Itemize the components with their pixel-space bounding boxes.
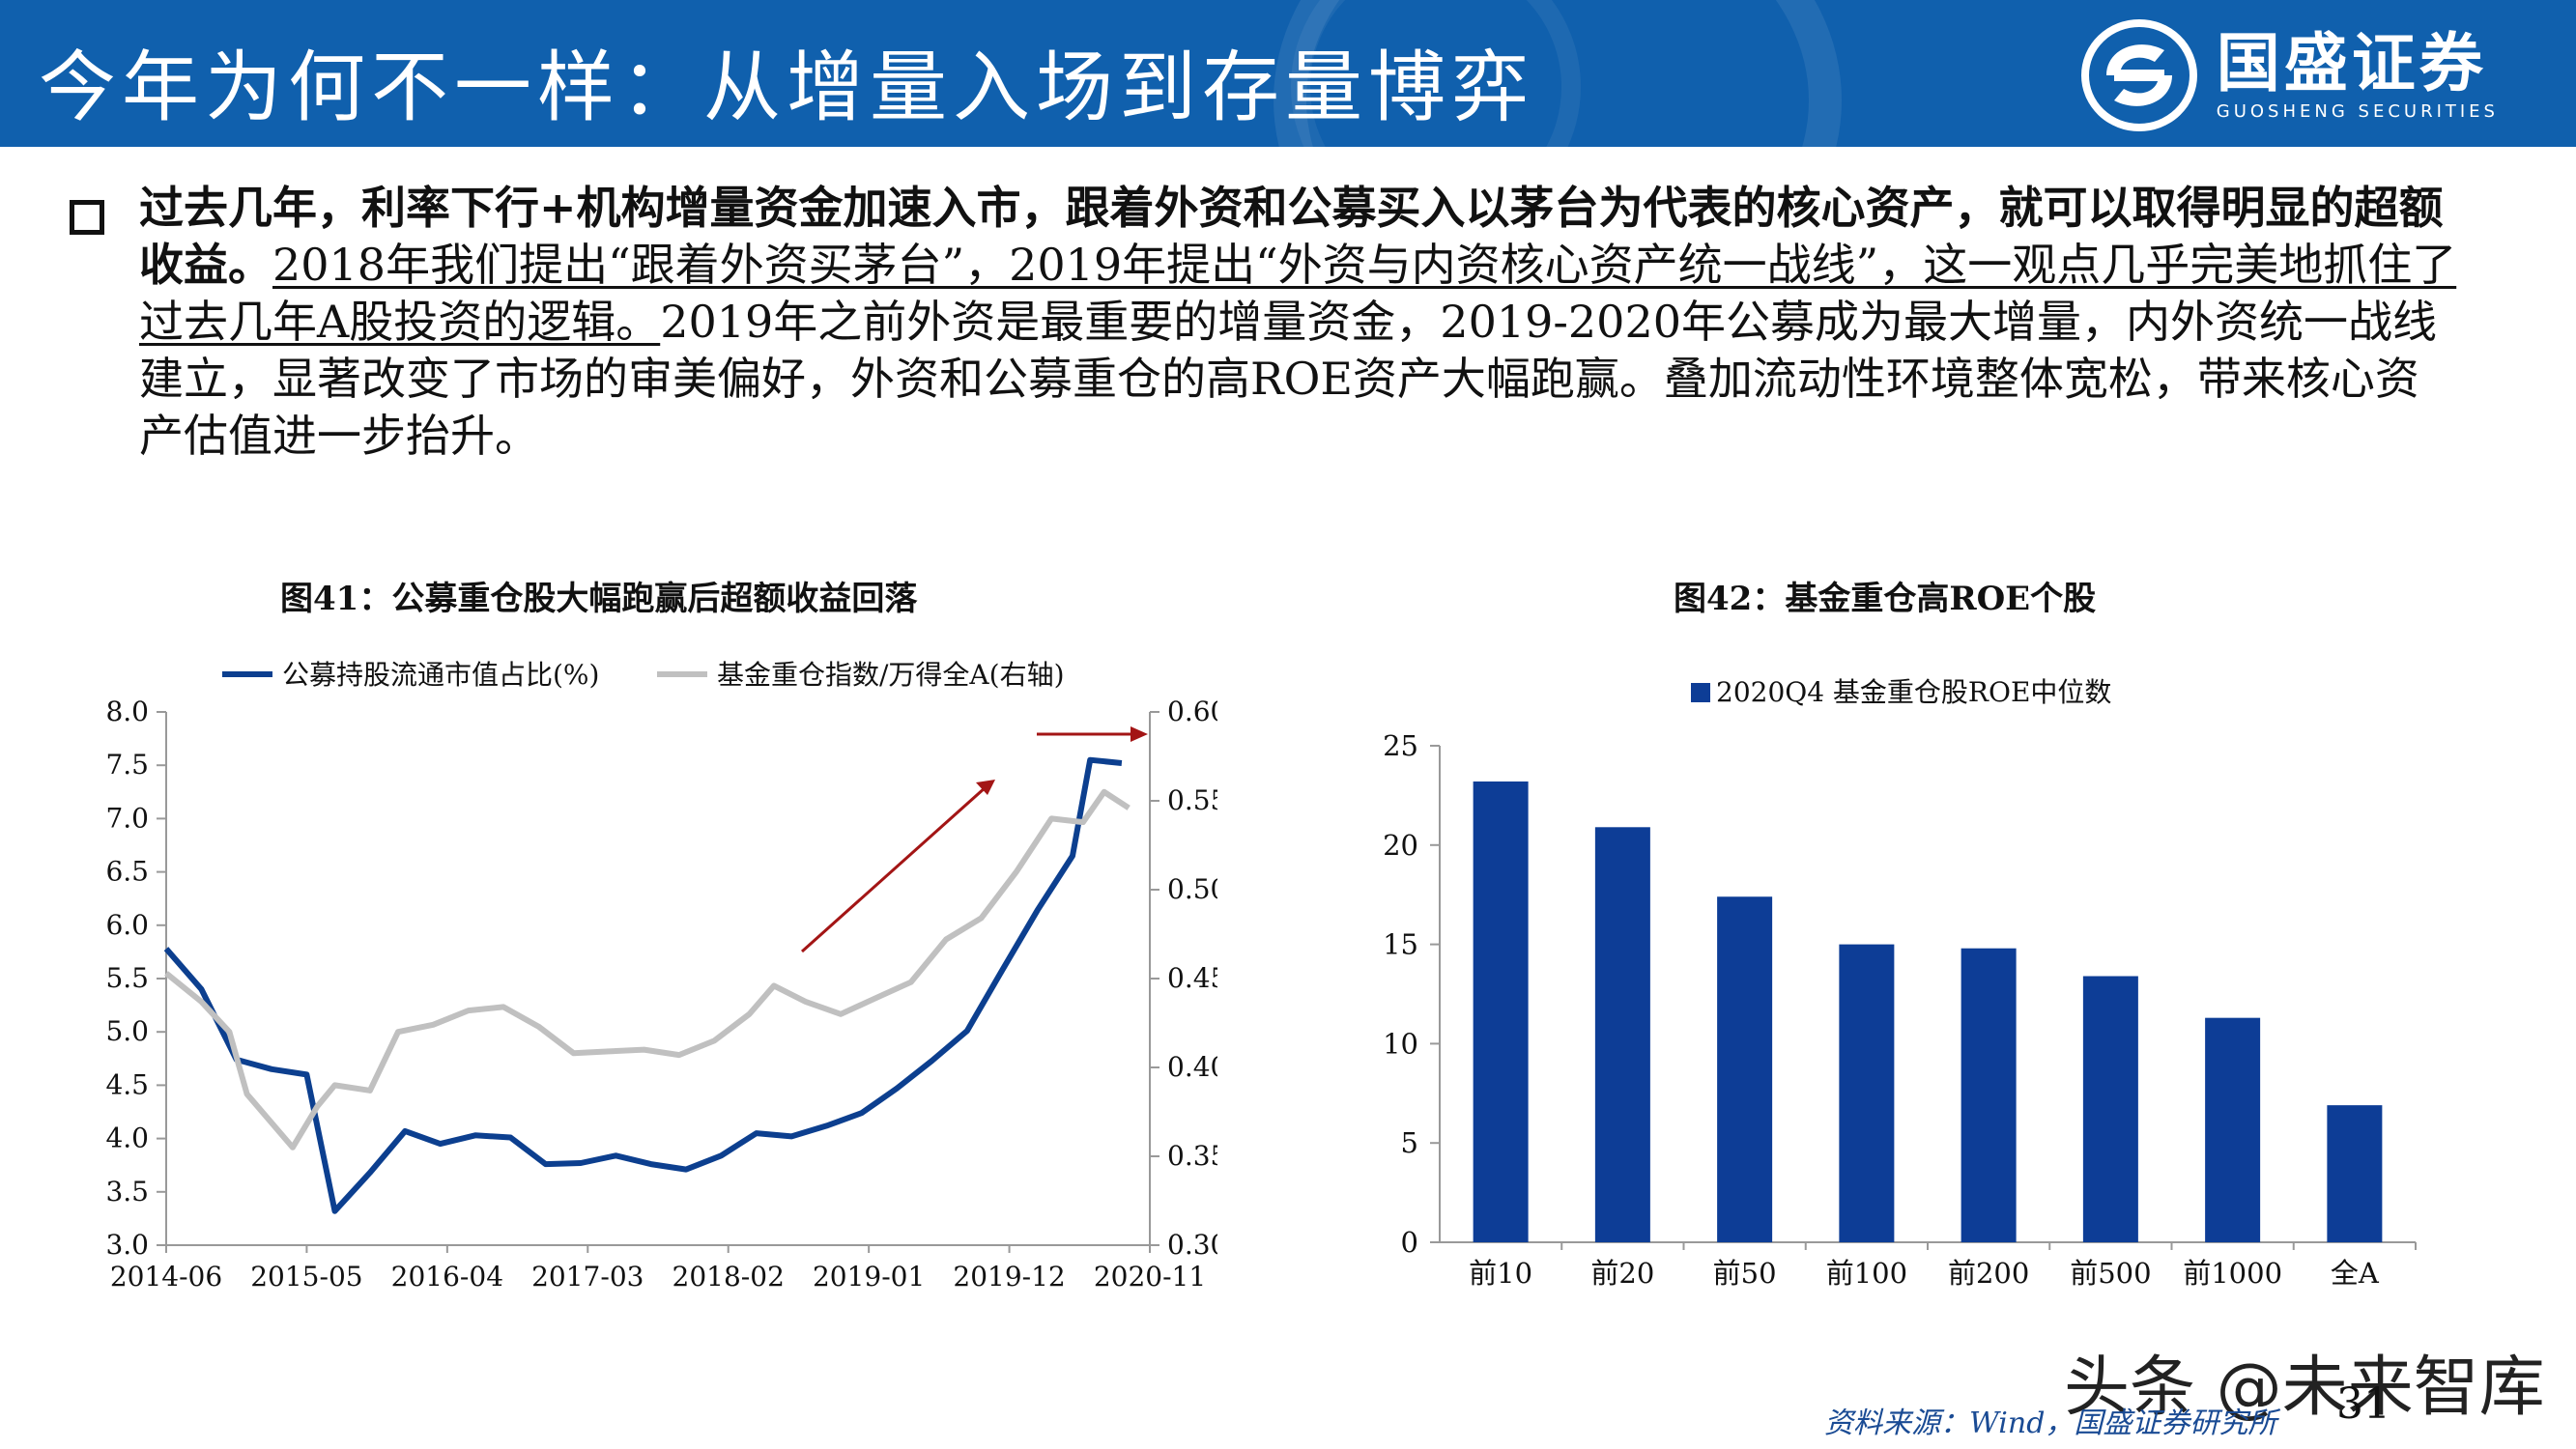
line-chart: 3.0 3.5 4.0 4.5 5.0 5.5 6.0 6.5 7.0 7.5 8.0 0.30 0.3… — [105, 659, 1217, 1293]
y-tick-label: 20 — [1383, 829, 1418, 862]
page-number: 31 — [2336, 1379, 2390, 1429]
bar — [1961, 948, 2017, 1242]
legend-label: 基金重仓指数/万得全A(右轴) — [717, 659, 1065, 691]
bar-chart: 0 5 10 15 20 25 前10 前20 前50 前100 前200 前500 前1000 全A 2… — [1383, 676, 2417, 1290]
left-y-tick-label: 6.5 — [105, 856, 149, 888]
header-bar: 今年为何不一样：从增量入场到存量博弈 国盛证券 GUOSHENG SECURIT… — [0, 0, 2576, 147]
source-note: 资料来源：Wind，国盛证券研究所 — [1824, 1406, 2277, 1440]
series-line-fund-index-ratio — [164, 788, 1131, 1151]
bar — [1473, 781, 1529, 1242]
x-tick-label: 全A — [2331, 1257, 2380, 1290]
left-y-tick-label: 8.0 — [105, 696, 149, 727]
bar — [1839, 944, 1895, 1242]
left-y-tick-label: 5.0 — [105, 1015, 149, 1047]
left-y-tick-label: 4.0 — [105, 1122, 149, 1154]
figure42-title: 图42：基金重仓高ROE个股 — [1674, 580, 2097, 618]
logo-icon — [2080, 19, 2197, 131]
x-tick-label: 2015-05 — [250, 1261, 362, 1293]
x-tick-label: 前1000 — [2183, 1257, 2282, 1290]
left-y-tick-label: 3.0 — [105, 1229, 149, 1261]
plain-statement: 2019年之前外资是最重要的增量资金，2019-2020年公募成为最大增量，内外… — [139, 296, 2437, 462]
legend-swatch — [1691, 683, 1710, 702]
figure41-title: 图41：公募重仓股大幅跑赢后超额收益回落 — [280, 580, 918, 618]
bold-statement: 过去几年，利率下行+机构增量资金加速入市，跟着外资和公募买入以茅台为代表的核心资… — [139, 182, 2444, 291]
right-y-tick-label: 0.35 — [1167, 1140, 1217, 1172]
bar — [1717, 896, 1773, 1242]
right-y-tick-label: 0.30 — [1167, 1229, 1217, 1261]
x-tick-label: 前500 — [2070, 1257, 2151, 1290]
y-tick-label: 15 — [1383, 928, 1418, 961]
left-y-tick-label: 3.5 — [105, 1176, 149, 1208]
company-logo: 国盛证券 GUOSHENG SECURITIES — [2080, 19, 2499, 131]
x-tick-label: 2014-06 — [110, 1261, 222, 1293]
y-tick-label: 0 — [1401, 1226, 1418, 1259]
legend-label: 公募持股流通市值占比(%) — [282, 659, 599, 691]
right-y-tick-label: 0.40 — [1167, 1051, 1217, 1083]
left-y-tick-label: 7.5 — [105, 749, 149, 781]
right-y-tick-label: 0.50 — [1167, 873, 1217, 905]
body-paragraph: 过去几年，利率下行+机构增量资金加速入市，跟着外资和公募买入以茅台为代表的核心资… — [139, 180, 2458, 465]
right-y-tick-label: 0.55 — [1167, 784, 1217, 816]
x-tick-label: 2018-02 — [673, 1261, 785, 1293]
left-y-tick-label: 7.0 — [105, 802, 149, 834]
bullet-square-icon — [70, 200, 104, 235]
y-tick-label: 25 — [1383, 729, 1418, 762]
y-tick-label: 5 — [1401, 1126, 1418, 1159]
x-tick-label: 前200 — [1948, 1257, 2029, 1290]
left-y-tick-label: 4.5 — [105, 1068, 149, 1100]
bar — [2327, 1105, 2383, 1242]
right-y-tick-label: 0.60 — [1167, 696, 1217, 727]
series-line-fund-holding-ratio — [163, 756, 1123, 1214]
legend-label: 2020Q4 基金重仓股ROE中位数 — [1716, 676, 2111, 708]
bar — [2082, 976, 2138, 1242]
horizontal-arrow-head — [1131, 726, 1148, 742]
bar — [1594, 827, 1650, 1242]
y-tick-label: 10 — [1383, 1027, 1418, 1060]
trend-arrow — [800, 785, 987, 953]
x-tick-label: 前20 — [1590, 1257, 1654, 1290]
x-tick-label: 2019-12 — [953, 1261, 1065, 1293]
trend-arrow-head — [976, 780, 995, 795]
left-y-tick-label: 6.0 — [105, 909, 149, 941]
logo-english-name: GUOSHENG SECURITIES — [2216, 100, 2499, 122]
left-y-tick-label: 5.5 — [105, 962, 149, 994]
x-tick-label: 前10 — [1469, 1257, 1532, 1290]
logo-chinese-name: 国盛证券 — [2216, 25, 2487, 100]
x-tick-label: 2017-03 — [531, 1261, 644, 1293]
right-y-tick-label: 0.45 — [1167, 962, 1217, 994]
x-tick-label: 前50 — [1713, 1257, 1777, 1290]
page-title: 今年为何不一样：从增量入场到存量博弈 — [39, 43, 1534, 132]
watermark: 头条 @未来智库 — [2064, 1350, 2545, 1426]
x-tick-label: 2019-01 — [813, 1261, 925, 1293]
x-tick-label: 2016-04 — [391, 1261, 503, 1293]
x-tick-label: 2020-11 — [1094, 1261, 1206, 1293]
underlined-statement: 2018年我们提出“跟着外资买茅台”，2019年提出“外资与内资核心资产统一战线… — [139, 239, 2457, 348]
x-tick-label: 前100 — [1826, 1257, 1907, 1290]
bar — [2205, 1017, 2261, 1242]
